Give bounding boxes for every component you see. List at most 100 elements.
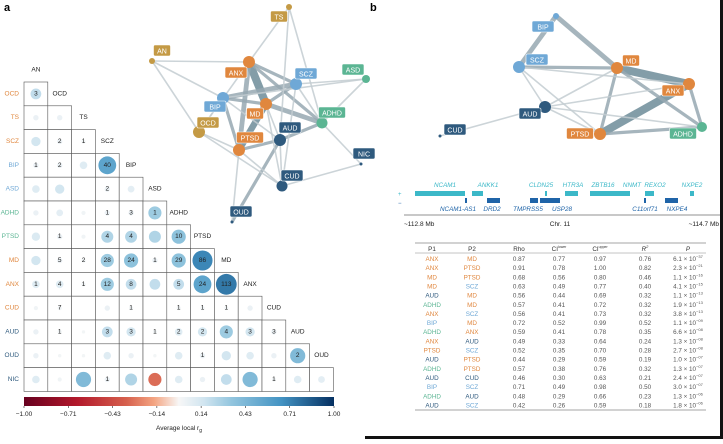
gene-nxpe4 [665,198,678,203]
colorbar-label-subscript: g [199,428,202,434]
matrix-count: 12 [104,281,112,288]
p-mantissa: 6.1 × 10 [673,256,696,263]
network-edge-AUD-ADHD [544,106,703,128]
cell-p1: MD [427,274,437,281]
table-row: MD SCZ 0.63 0.49 0.77 0.40 4.1 × 10−15 [427,281,704,290]
table-row: AUD CUD 0.46 0.30 0.63 0.21 2.4 × 10−07 [425,373,703,382]
matrix-circle [219,325,233,339]
matrix-circle [81,210,86,215]
cell-up: 0.59 [594,357,607,364]
diagonal-label-ocd: OCD [52,90,67,97]
p-mantissa: 1.1 × 10 [673,320,696,327]
matrix-circle [56,209,64,217]
matrix-circle [55,184,65,194]
cell-r2: 0.21 [639,375,652,382]
header-ci-lower: CIlower [552,245,568,253]
cell-rho: 0.44 [513,357,526,364]
cell-r2: 0.18 [639,402,652,409]
matrix-circle [171,229,186,244]
matrix-circle [104,305,110,311]
cell-p1: ADHD [423,393,441,400]
network-node-scz [290,78,302,90]
cell-lo: 0.41 [553,302,566,309]
matrix-circle [152,257,158,264]
network-edge-TS-ADHD [288,6,323,124]
table-row: BIP MD 0.72 0.52 0.99 0.52 1.1 × 10−09 [427,318,704,327]
cell-r2: 0.46 [639,274,652,281]
matrix-circle [125,373,138,386]
network-edge-BIP-MD [554,14,619,70]
matrix-circle [57,306,62,311]
node-label-box-oud [229,205,253,218]
matrix-circle [32,185,40,193]
cell-p1: ANX [426,311,440,318]
network-node-cud [438,134,442,138]
header-ci-sup: lower [558,245,567,249]
cell-lo: 0.49 [553,283,566,290]
network-edge-MD-ANX [616,64,690,88]
matrix-count: 1 [153,328,157,335]
matrix-circle [271,353,277,359]
node-label-box-bip [531,20,555,33]
cell-lo: 0.41 [553,329,566,336]
cell-lo: 0.56 [553,274,566,281]
node-label-ts: TS [275,15,284,22]
matrix-circle [127,185,135,193]
row-label-ptsd: PTSD [2,233,20,240]
matrix-circle [128,210,134,216]
header-ci-upper: CIupper [592,245,608,253]
p-mantissa: 1.3 × 10 [673,393,696,400]
plus-strand-label: + [398,192,402,198]
matrix-count: 1 [153,257,157,264]
matrix-circle [245,327,255,337]
cell-r2: 0.32 [639,293,652,300]
cell-p1: AUD [425,293,439,300]
network-edge-ANX-ADHD [247,60,324,125]
matrix-circle [57,329,62,334]
network-node-aud [539,101,551,113]
table-row: ADHD AUD 0.48 0.29 0.66 0.23 1.3 × 10−06 [423,391,704,400]
gene-label: C11orf71 [632,206,657,213]
matrix-circle [271,377,276,382]
cell-up: 0.80 [594,274,607,281]
p-exponent: −06 [696,400,704,405]
diagonal-label-bip: BIP [126,162,136,169]
header-p2: P2 [468,246,476,253]
cell-rho: 0.59 [513,329,526,336]
matrix-count: 1 [105,209,109,216]
gene-label: NXPE4 [667,206,688,213]
cell-p2: AUD [465,338,479,345]
p-exponent: −07 [696,364,704,369]
gene-label: REXO2 [644,182,666,189]
table-row: ADHD PTSD 0.57 0.38 0.76 0.32 1.3 × 10−07 [423,364,704,373]
cell-p2: MD [467,293,477,300]
gene-label: CLDN25 [529,182,554,189]
node-label-box-aud [518,107,542,120]
matrix-circle [33,329,39,335]
network-edge-SCZ-PTSD [518,66,601,135]
node-label-box-md [246,107,264,120]
network-node-nic [359,162,363,166]
node-label-ptsd: PTSD [241,136,260,143]
cell-p2: PTSD [464,357,481,364]
matrix-circle [57,234,63,240]
colorbar-tick-label: 0.71 [283,411,296,418]
cell-lo: 0.35 [553,348,566,355]
network-edge-OCD-CUD [198,131,283,187]
p-mantissa: 1.0 × 10 [673,357,696,364]
p-exponent: −13 [696,300,704,305]
network-node-anx [683,78,695,90]
cell-rho: 0.72 [513,320,526,327]
cell-p2: ANX [466,329,480,336]
matrix-circle [129,306,134,311]
diagonal-label-anx: ANX [243,281,257,288]
node-label-box-ptsd [566,127,594,140]
matrix-circle [58,354,62,358]
matrix-circle [103,351,112,360]
cell-up: 0.72 [594,302,607,309]
cell-p: 1.3 × 10−07 [673,364,703,373]
cell-r2: 0.35 [639,329,652,336]
node-label-box-adhd [318,106,346,119]
cell-up: 0.97 [594,256,607,263]
